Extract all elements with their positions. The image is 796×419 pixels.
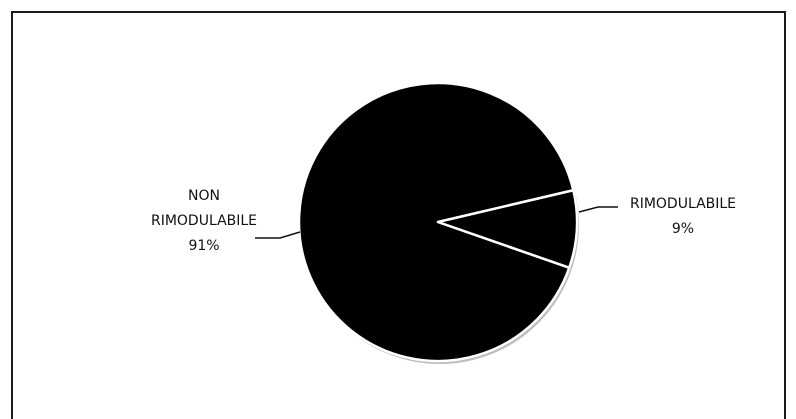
slice-0-name-line-1: NON [188, 188, 220, 204]
pie-slices [299, 83, 579, 364]
slice-0-name-line-2: RIMODULABILE [151, 213, 257, 229]
slice-0-percent: 91% [188, 238, 219, 254]
slice-1-name-line-1: RIMODULABILE [630, 196, 736, 212]
slice-1-percent: 9% [672, 221, 694, 237]
